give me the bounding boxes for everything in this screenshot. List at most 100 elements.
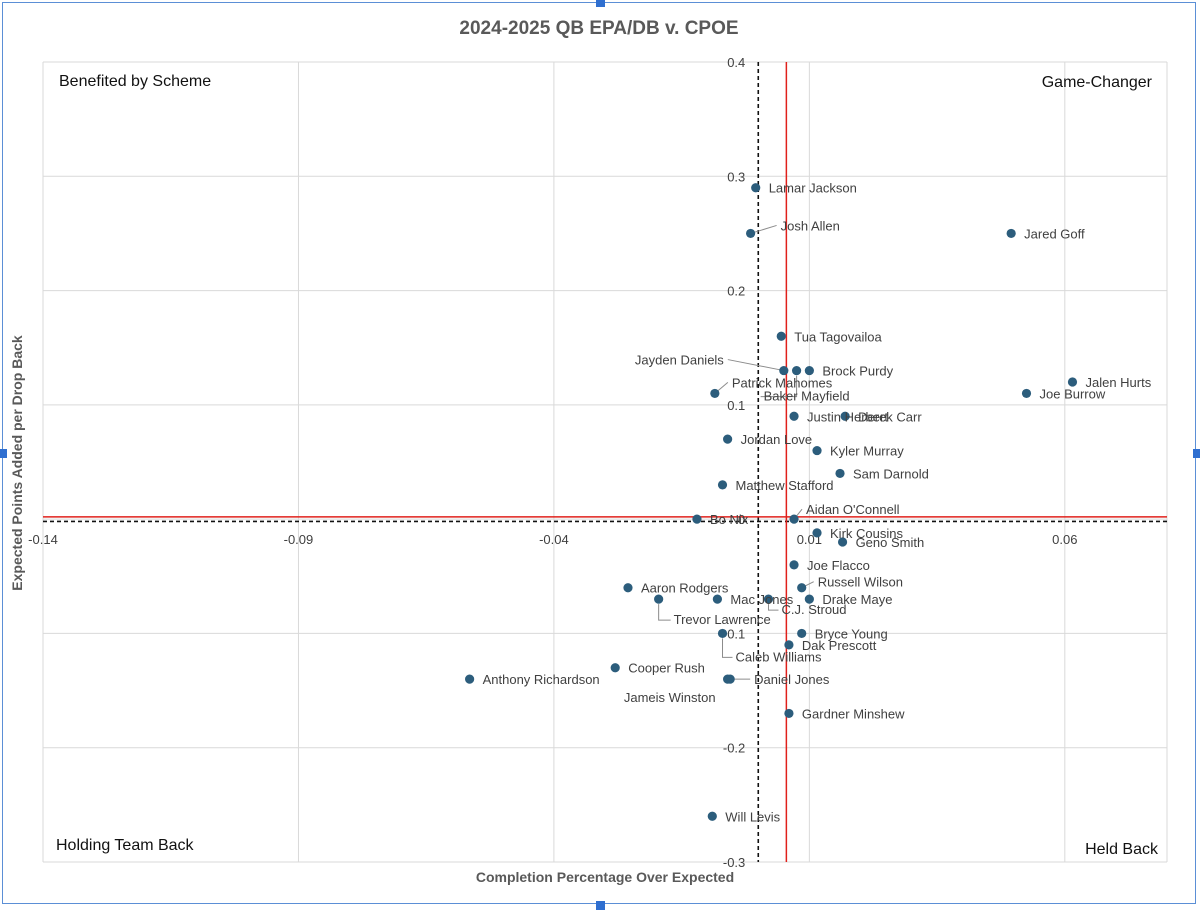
y-axis-title: Expected Points Added per Drop Back [9, 335, 25, 591]
point-label-russell-wilson: Russell Wilson [818, 575, 903, 590]
point-label-brock-purdy: Brock Purdy [822, 364, 893, 379]
point-label-bryce-young: Bryce Young [815, 626, 888, 641]
point-patrick-mahomes [710, 388, 720, 399]
x-axis-title: Completion Percentage Over Expected [476, 869, 734, 885]
quadrant-label-bottom-right: Held Back [1085, 841, 1159, 858]
point-label-justin-herbert: Justin Herbert [807, 409, 888, 424]
y-tick-label-1: -0.2 [723, 741, 745, 756]
point-jared-goff [1006, 228, 1016, 239]
tick-labels: -0.14 -0.09 -0.04 0.01 0.06-0.3-0.2-0.100.10… [28, 55, 1077, 870]
resize-handle-left[interactable] [0, 449, 7, 458]
x-tick-label-4: 0.06 [1052, 532, 1077, 547]
point-label-will-levis: Will Levis [725, 809, 780, 824]
point-label-cooper-rush: Cooper Rush [628, 661, 705, 676]
data-points [465, 183, 1078, 821]
point-dak-prescott [784, 640, 794, 650]
y-tick-label-3: 0 [738, 512, 745, 527]
leader-line-trevor-lawrence [658, 604, 671, 621]
leader-line-baker-mayfield [760, 375, 798, 398]
point-label-derek-carr: Derek Carr [858, 409, 922, 424]
resize-handle-bottom[interactable] [596, 901, 605, 910]
point-label-baker-mayfield: Baker Mayfield [764, 389, 850, 404]
point-label-jared-goff: Jared Goff [1024, 226, 1085, 241]
point-label-jordan-love: Jordan Love [741, 432, 813, 447]
point-label-josh-allen: Josh Allen [781, 218, 840, 233]
leader-line-jayden-daniels [727, 359, 784, 372]
point-mac-jones [712, 594, 723, 604]
reference-lines [43, 62, 1167, 862]
point-jordan-love [723, 434, 733, 444]
point-label-mac-jones: Mac Jones [730, 592, 793, 607]
point-label-jalen-hurts: Jalen Hurts [1085, 375, 1151, 390]
y-tick-label-4: 0.1 [727, 398, 745, 413]
point-label-jayden-daniels: Jayden Daniels [635, 353, 724, 368]
grid [42, 61, 1168, 863]
y-tick-label-2: -0.1 [723, 626, 745, 641]
y-tick-label-0: -0.3 [723, 855, 745, 870]
point-label-bo-nix: Bo Nix [710, 512, 749, 527]
x-tick-label-1: -0.09 [284, 532, 314, 547]
point-cooper-rush [610, 663, 620, 673]
point-anthony-richardson [465, 674, 475, 684]
point-jalen-hurts [1067, 377, 1078, 387]
quadrant-label-top-left: Benefited by Scheme [59, 73, 211, 90]
resize-handle-top[interactable] [596, 0, 605, 7]
x-tick-label-2: -0.04 [539, 532, 569, 547]
point-joe-flacco [789, 560, 799, 570]
point-label-drake-maye: Drake Maye [822, 592, 892, 607]
point-derek-carr [840, 411, 850, 421]
point-caleb-williams [717, 628, 728, 639]
point-drake-maye [804, 594, 814, 604]
resize-handle-right[interactable] [1193, 449, 1200, 458]
chart-title: 2024-2025 QB EPA/DB v. CPOE [459, 18, 738, 39]
point-aidan-o-connell [789, 514, 799, 524]
point-joe-burrow [1021, 388, 1032, 399]
point-jayden-daniels [779, 365, 789, 376]
point-lamar-jackson [751, 183, 761, 193]
point-label-patrick-mahomes: Patrick Mahomes [732, 375, 833, 390]
point-label-joe-burrow: Joe Burrow [1040, 386, 1106, 401]
leader-line-caleb-williams [722, 638, 733, 658]
y-tick-label-5: 0.2 [727, 284, 745, 299]
point-c-j-stroud [763, 594, 774, 604]
point-label-caleb-williams: Caleb Williams [736, 649, 822, 664]
y-tick-label-6: 0.3 [727, 169, 745, 184]
point-josh-allen [746, 228, 756, 239]
point-label-aaron-rodgers: Aaron Rodgers [641, 581, 729, 596]
point-kyler-murray [812, 445, 822, 456]
point-label-anthony-richardson: Anthony Richardson [483, 672, 600, 687]
point-label-c-j-stroud: C.J. Stroud [781, 602, 846, 617]
point-label-lamar-jackson: Lamar Jackson [769, 181, 857, 196]
x-tick-label-0: -0.14 [28, 532, 58, 547]
point-trevor-lawrence [654, 594, 664, 604]
point-label-tua-tagovailoa: Tua Tagovailoa [794, 329, 882, 344]
point-label-daniel-jones: Daniel Jones [754, 672, 830, 687]
point-daniel-jones [725, 674, 735, 684]
data-labels: Lamar Jackson Josh Allen Jared Goff Tua Tag… [483, 181, 1152, 825]
point-geno-smith [837, 537, 848, 547]
quadrant-label-top-right: Game-Changer [1042, 74, 1153, 91]
y-tick-label-7: 0.4 [727, 55, 745, 70]
point-sam-darnold [835, 468, 845, 479]
point-label-gardner-minshew: Gardner Minshew [802, 706, 905, 721]
point-label-geno-smith: Geno Smith [856, 535, 925, 550]
point-justin-herbert [789, 411, 799, 421]
point-tua-tagovailoa [776, 331, 786, 341]
point-baker-mayfield [791, 365, 802, 376]
point-will-levis [707, 811, 717, 821]
point-russell-wilson [797, 583, 807, 593]
point-brock-purdy [804, 365, 814, 376]
point-aaron-rodgers [623, 583, 633, 593]
point-bryce-young [797, 628, 807, 639]
point-gardner-minshew [784, 708, 794, 719]
point-label-kyler-murray: Kyler Murray [830, 444, 904, 459]
point-label-kirk-cousins: Kirk Cousins [830, 526, 903, 541]
point-bo-nix [692, 514, 702, 524]
point-label-sam-darnold: Sam Darnold [853, 466, 929, 481]
point-label-aidan-o-connell: Aidan O'Connell [806, 502, 900, 517]
point-label-joe-flacco: Joe Flacco [807, 558, 870, 573]
point-label-trevor-lawrence: Trevor Lawrence [674, 612, 771, 627]
point-label-dak-prescott: Dak Prescott [802, 638, 877, 653]
point-label-matthew-stafford: Matthew Stafford [736, 478, 834, 493]
